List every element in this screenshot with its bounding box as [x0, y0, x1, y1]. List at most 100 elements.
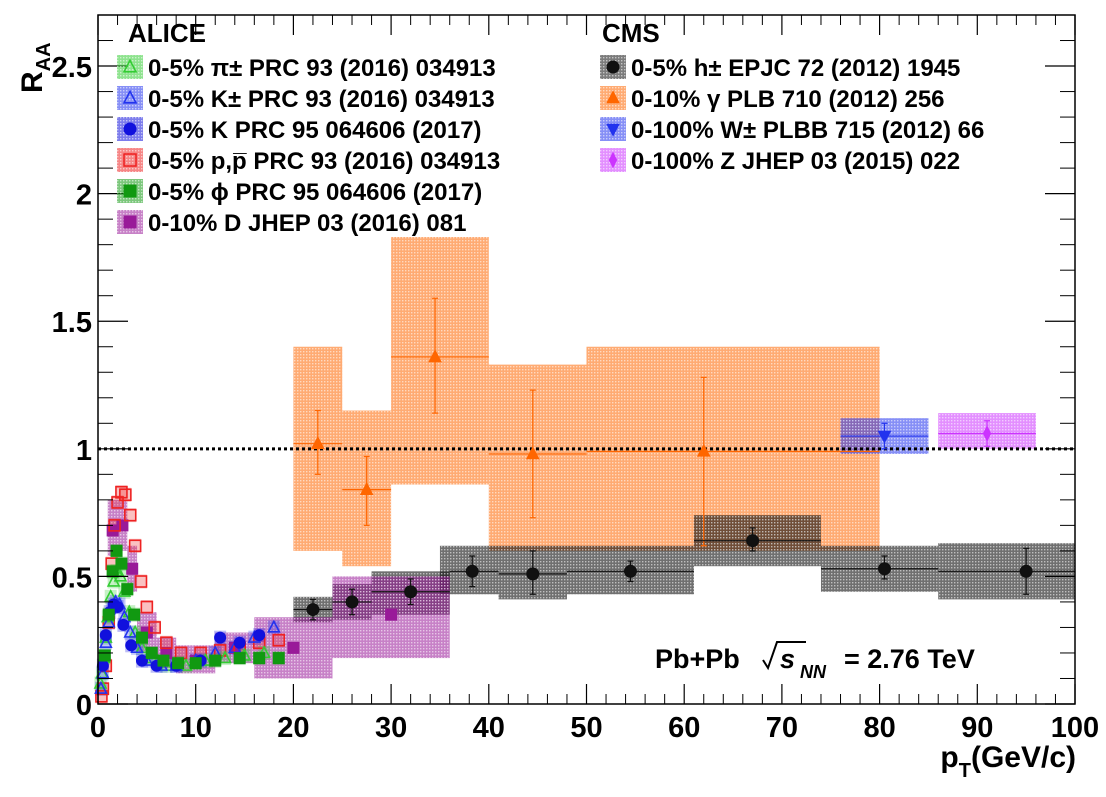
point-phi — [272, 652, 285, 665]
x-tick-label: 40 — [473, 712, 505, 744]
y-axis-label-main: R — [16, 71, 49, 93]
syst-p — [175, 645, 188, 660]
point-h — [345, 595, 359, 609]
point-gamma — [525, 446, 540, 460]
annotation-energy-subscript: NN — [800, 662, 827, 682]
annotation-system: Pb+Pb — [655, 644, 740, 674]
point-phi — [172, 657, 185, 670]
point-kch — [96, 665, 110, 679]
legend-marker-kch — [122, 89, 138, 104]
annotation-energy-symbol: s — [780, 644, 795, 674]
syst-kch — [267, 620, 280, 635]
point-k0 — [214, 631, 227, 644]
x-axis-label: pT(GeV/c) — [940, 741, 1076, 782]
point-k0 — [111, 601, 124, 614]
point-d — [287, 641, 300, 654]
y-tick-label: 0.5 — [52, 562, 92, 594]
x-tick-label: 10 — [180, 712, 212, 744]
point-d — [116, 519, 129, 532]
y-axis-label-sub: AA — [33, 42, 55, 71]
point-phi — [98, 649, 111, 662]
data-markers — [93, 349, 1033, 703]
legend-label-z: 0-100% Z JHEP 03 (2015) 022 — [631, 148, 960, 175]
legend-header-alice: ALICE — [128, 18, 206, 48]
syst-p — [134, 574, 147, 589]
point-phi — [115, 557, 128, 570]
legend-swatch-texture-kch — [117, 86, 143, 110]
legend-label-h: 0-5% h± EPJC 72 (2012) 1945 — [631, 55, 960, 82]
y-tick-label: 1.5 — [52, 307, 92, 339]
legend-marker-d — [123, 215, 137, 229]
syst-pi — [219, 651, 232, 666]
legend-label-gamma: 0-10% γ PLB 710 (2012) 256 — [631, 86, 945, 113]
point-h — [877, 562, 891, 576]
legend-marker-pi — [122, 58, 138, 73]
x-tick-label: 100 — [1051, 712, 1099, 744]
legend-marker-w — [606, 123, 620, 137]
point-phi — [253, 652, 266, 665]
point-p — [148, 621, 161, 634]
x-tick-label: 60 — [668, 712, 700, 744]
sqrt-symbol — [762, 641, 806, 671]
point-h — [1019, 564, 1033, 578]
legend-label-w: 0-100% W± PLBB 715 (2012) 66 — [631, 117, 984, 144]
point-p — [123, 508, 137, 522]
point-phi — [209, 654, 222, 667]
point-z — [982, 425, 992, 442]
x-axis-label-sub: T — [959, 760, 971, 782]
legend-swatch-texture-p — [117, 148, 143, 172]
legend-label-k0: 0-5% K PRC 95 064606 (2017) — [148, 117, 482, 144]
point-p — [128, 539, 142, 553]
legend-label-p: 0-5% p,p̅ PRC 93 (2016) 034913 — [148, 148, 500, 175]
point-phi — [102, 608, 115, 621]
syst-p — [140, 600, 153, 615]
point-phi — [135, 631, 148, 644]
x-tick-label: 90 — [961, 712, 993, 744]
point-p — [119, 488, 132, 502]
point-kch — [98, 634, 113, 648]
y-tick-label: 1 — [76, 435, 92, 467]
point-h — [465, 564, 479, 578]
point-phi — [157, 654, 170, 667]
point-k0 — [233, 636, 246, 649]
legend-label-phi: 0-5% ϕ PRC 95 064606 (2017) — [148, 179, 482, 206]
y-tick-label: 2 — [76, 180, 92, 212]
legend-marker-p — [123, 153, 137, 167]
energy-annotation: Pb+Pb s NN = 2.76 TeV — [655, 641, 975, 682]
syst-p — [160, 635, 173, 650]
point-pi — [218, 650, 232, 664]
syst-p — [272, 633, 285, 648]
legend: 0-5% π± PRC 93 (2016) 034913 0-5% K± PRC … — [117, 55, 984, 237]
point-d — [385, 608, 398, 621]
point-phi — [128, 608, 141, 621]
point-kch — [123, 624, 138, 638]
axis-ticks: 0 10 20 30 40 50 60 70 80 90 100 0 0.5 1 1.5 2 2.5 — [52, 14, 1099, 744]
point-gamma — [696, 443, 711, 457]
point-h — [526, 567, 540, 581]
x-tick-label: 70 — [766, 712, 798, 744]
point-kch — [101, 614, 116, 628]
systematic-boxes — [94, 237, 1075, 704]
point-k0 — [99, 629, 112, 642]
point-p — [272, 633, 286, 647]
point-kch — [267, 619, 281, 633]
point-h — [306, 603, 320, 617]
point-gamma — [359, 481, 374, 495]
legend-marker-h — [606, 60, 620, 74]
legend-label-d: 0-10% D JHEP 03 (2016) 081 — [148, 210, 466, 237]
y-tick-label: 2.5 — [52, 52, 92, 84]
x-tick-label: 50 — [570, 712, 602, 744]
point-phi — [121, 583, 134, 596]
point-k0 — [135, 654, 148, 667]
point-p — [160, 636, 173, 650]
y-tick-label: 0 — [76, 690, 92, 722]
x-axis-label-unit: (GeV/c) — [971, 741, 1076, 774]
point-p — [140, 600, 154, 614]
point-k0 — [125, 639, 138, 652]
legend-marker-phi — [123, 184, 137, 198]
point-phi — [145, 646, 158, 659]
syst-p — [124, 508, 137, 523]
point-gamma — [428, 349, 442, 363]
legend-header-cms: CMS — [602, 18, 660, 48]
legend-label-pi: 0-5% π± PRC 93 (2016) 034913 — [148, 55, 496, 82]
